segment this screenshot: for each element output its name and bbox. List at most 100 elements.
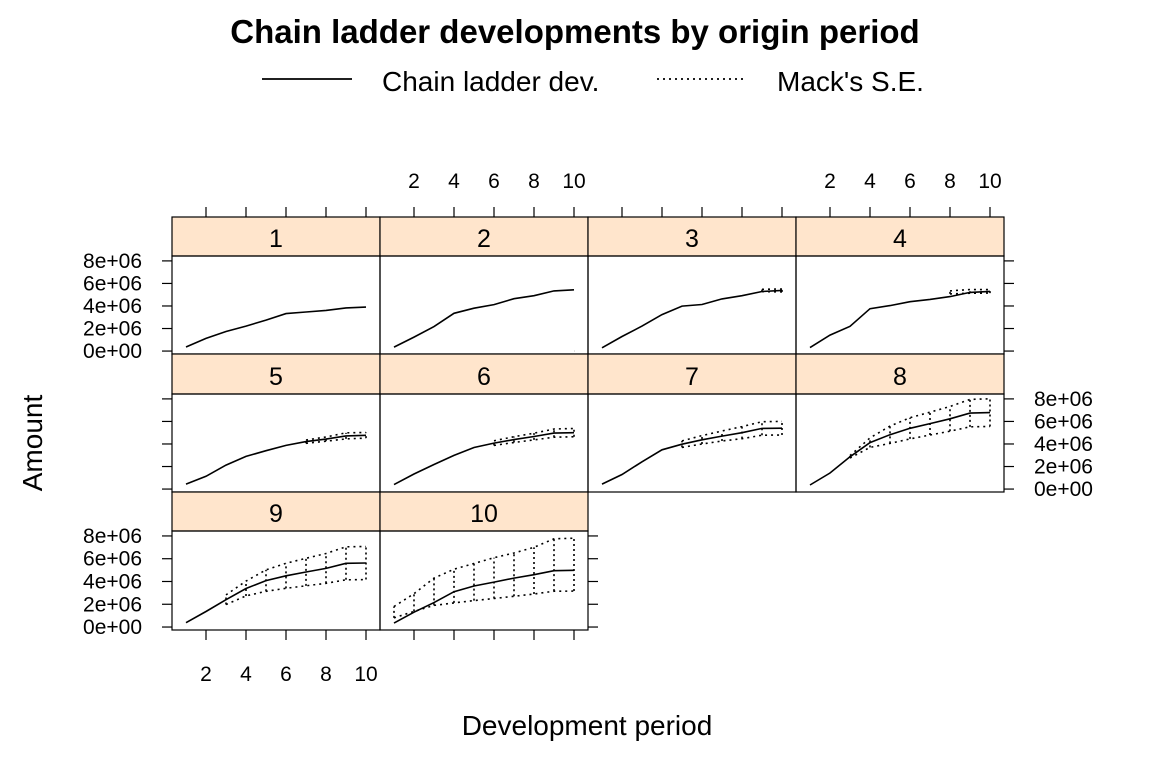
x-tick-label: 4	[240, 663, 252, 686]
y-tick-label: 6e+06	[83, 272, 142, 295]
se-upper-8	[849, 398, 991, 457]
panel-10: 10	[379, 491, 589, 631]
x-tick-label: 4	[448, 170, 460, 193]
y-axis-title: Amount	[17, 395, 48, 492]
se-upper-10	[393, 537, 575, 608]
panel-frame-4	[795, 255, 1005, 355]
x-tick-label: 10	[562, 170, 585, 193]
strip-8	[795, 353, 1005, 395]
se-lower-7	[681, 434, 783, 449]
panel-frame-8	[795, 393, 1005, 493]
x-tick-label: 8	[944, 170, 956, 193]
y-tick-label: 6e+06	[83, 548, 142, 571]
dev-line-3	[601, 289, 783, 349]
x-tick-label: 6	[904, 170, 916, 193]
se-upper-6	[493, 427, 575, 442]
legend-label-se: Mack's S.E.	[777, 66, 924, 97]
x-tick-label: 8	[320, 663, 332, 686]
strip-label-3: 3	[685, 225, 699, 253]
y-tick-label: 2e+06	[83, 593, 142, 616]
panel-8: 8	[795, 353, 1005, 493]
se-lower-10	[393, 590, 575, 619]
x-axis-top-4: 2 4 6 8 10	[824, 170, 1002, 217]
dev-line-1	[185, 306, 367, 348]
x-tick-label: 2	[824, 170, 836, 193]
y-tick-label: 8e+06	[1034, 388, 1093, 411]
x-tick-label: 2	[408, 170, 420, 193]
panel-frame-9	[171, 530, 381, 631]
y-tick-label: 6e+06	[1034, 410, 1093, 433]
dev-line-2	[393, 289, 575, 348]
x-axis-bottom-2	[413, 630, 575, 640]
se-lower-9	[225, 578, 367, 606]
panel-frame-7	[587, 393, 797, 493]
x-tick-label: 10	[354, 663, 377, 686]
x-tick-label: 2	[200, 663, 212, 686]
strip-label-5: 5	[269, 363, 283, 391]
x-axis-bottom-1: 2 4 6 8 10	[200, 630, 378, 686]
y-tick-label: 0e+00	[83, 340, 142, 363]
chart-title: Chain ladder developments by origin peri…	[230, 13, 919, 50]
panel-2: 2	[379, 216, 589, 355]
legend-label-dev: Chain ladder dev.	[382, 66, 599, 97]
panel-5: 5	[171, 353, 381, 493]
x-axis-top-2: 2 4 6 8 10	[408, 170, 586, 217]
y-tick-label: 4e+06	[83, 295, 142, 318]
x-tick-label: 6	[488, 170, 500, 193]
strip-label-10: 10	[470, 500, 498, 528]
dev-line-7	[601, 427, 783, 485]
dev-line-6	[393, 431, 575, 486]
se-upper-9	[225, 545, 367, 596]
se-lower-6	[493, 436, 575, 447]
y-tick-label: 0e+00	[1034, 478, 1093, 501]
strip-label-4: 4	[893, 225, 907, 253]
se-upper-4	[949, 288, 991, 292]
panel-1: 1	[171, 216, 381, 355]
strip-4	[795, 216, 1005, 257]
panel-frame-10	[379, 530, 589, 631]
panel-frame-6	[379, 393, 589, 493]
x-axis-title: Development period	[462, 710, 713, 741]
panel-7: 7	[587, 353, 797, 493]
dev-line-8	[809, 411, 991, 486]
y-tick-label: 4e+06	[1034, 433, 1093, 456]
legend: Chain ladder dev. Mack's S.E.	[262, 66, 924, 97]
se-lower-5	[305, 437, 367, 445]
dev-line-9	[185, 562, 367, 624]
se-lower-8	[849, 425, 991, 459]
y-tick-label: 2e+06	[1034, 456, 1093, 479]
panel-9: 9	[171, 491, 381, 631]
y-tick-label: 2e+06	[83, 318, 142, 341]
panel-3: 3	[587, 216, 797, 355]
y-tick-label: 4e+06	[83, 570, 142, 593]
x-axis-top-1	[205, 207, 367, 217]
x-tick-label: 8	[528, 170, 540, 193]
x-tick-label: 6	[280, 663, 292, 686]
strip-label-6: 6	[477, 363, 491, 391]
y-tick-label: 8e+06	[83, 525, 142, 548]
x-axis-top-3	[621, 207, 783, 217]
dev-line-5	[185, 434, 367, 485]
strip-label-7: 7	[685, 363, 699, 391]
dev-line-4	[809, 290, 991, 349]
strip-label-8: 8	[893, 363, 907, 391]
x-tick-label: 10	[978, 170, 1001, 193]
dev-line-10	[393, 569, 575, 624]
strip-10	[379, 491, 589, 532]
strip-label-2: 2	[477, 225, 491, 253]
panels-group: 1 2 3 45 6 7 89 102 4 6 8 10 2 4 6 8 102 4 6 8 100e+002e+064…	[83, 170, 1093, 686]
strip-label-1: 1	[269, 225, 283, 253]
strip-label-9: 9	[269, 500, 283, 528]
y-tick-label: 0e+00	[83, 616, 142, 639]
strip-7	[587, 353, 797, 395]
y-tick-label: 8e+06	[83, 250, 142, 273]
panel-4: 4	[795, 216, 1005, 355]
x-tick-label: 4	[864, 170, 876, 193]
se-upper-5	[305, 431, 367, 441]
se-upper-7	[681, 420, 783, 442]
